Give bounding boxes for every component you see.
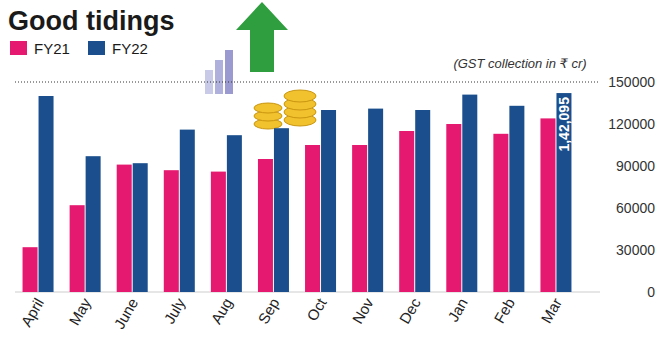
- legend-item: FY21: [10, 40, 70, 57]
- data-label: 1,42,095: [556, 97, 572, 152]
- subtitle: (GST collection in ₹ cr): [453, 56, 586, 71]
- bar: [164, 170, 179, 292]
- bar: [211, 172, 226, 292]
- y-tick-label: 120000: [608, 116, 655, 132]
- mini-bar-icon: [225, 50, 233, 94]
- x-tick-label: Jan: [444, 295, 471, 324]
- bar: [321, 110, 336, 292]
- y-tick-label: 90000: [616, 158, 655, 174]
- mini-bar-icon: [215, 60, 223, 94]
- x-tick-label: June: [110, 295, 141, 332]
- y-tick-label: 0: [647, 284, 655, 300]
- bar: [352, 145, 367, 292]
- bar: [415, 110, 430, 292]
- x-tick-label: May: [65, 295, 94, 328]
- x-tick-label: Nov: [349, 295, 377, 327]
- bar: [274, 128, 289, 292]
- bar: [258, 159, 273, 292]
- coin-icon: [284, 90, 316, 102]
- data-labels: 1,42,095: [556, 97, 572, 152]
- legend-item: FY22: [88, 40, 148, 57]
- x-tick-label: April: [17, 295, 47, 329]
- x-tick-label: Aug: [207, 295, 235, 327]
- bar: [556, 93, 571, 292]
- bar: [305, 145, 320, 292]
- bar: [446, 124, 461, 292]
- bar: [493, 134, 508, 292]
- mini-bar-icon: [205, 70, 213, 94]
- legend-label: FY21: [34, 40, 70, 57]
- bar: [540, 118, 555, 292]
- x-tick-label: Sep: [254, 295, 282, 327]
- x-tick-label: Mar: [537, 295, 565, 326]
- x-tick-label: July: [160, 295, 188, 327]
- range-top-line: [15, 82, 600, 83]
- x-tick-label: Feb: [490, 295, 518, 326]
- arrow-icon: [236, 2, 288, 72]
- x-tick-label: Oct: [303, 294, 330, 323]
- bar: [39, 96, 54, 292]
- x-tick-label: Dec: [396, 295, 424, 327]
- coin-icon: [254, 103, 282, 113]
- bar: [133, 163, 148, 292]
- bar: [399, 131, 414, 292]
- legend-swatch: [10, 41, 27, 55]
- bar: [70, 205, 85, 292]
- bars: [23, 93, 572, 292]
- bar: [462, 95, 477, 292]
- title: Good tidings: [8, 6, 174, 36]
- bar: [86, 156, 101, 292]
- legend-swatch: [88, 41, 105, 55]
- y-tick-label: 60000: [616, 200, 655, 216]
- bar: [117, 165, 132, 292]
- bar: [227, 135, 242, 292]
- illustration: [205, 2, 316, 129]
- bar: [23, 247, 38, 292]
- y-tick-label: 30000: [616, 242, 655, 258]
- bar: [509, 106, 524, 292]
- y-tick-label: 150000: [608, 74, 655, 90]
- legend-label: FY22: [112, 40, 148, 57]
- bar: [180, 130, 195, 292]
- bar: [368, 109, 383, 292]
